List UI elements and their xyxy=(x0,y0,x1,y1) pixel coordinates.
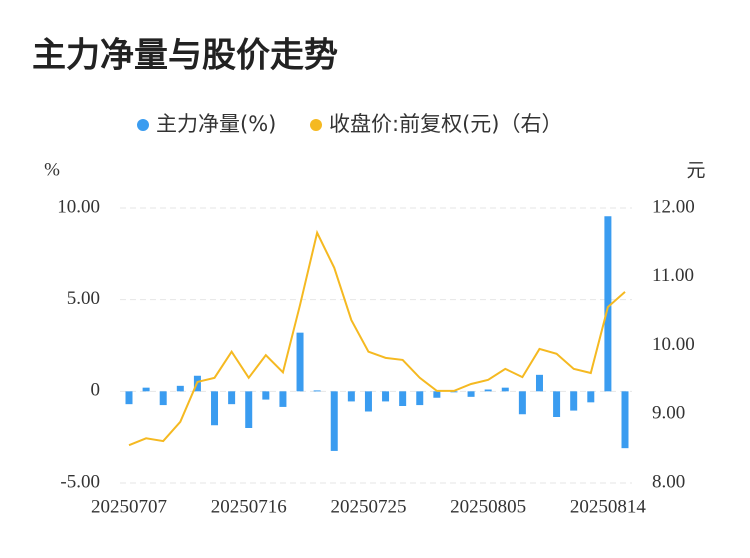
bar xyxy=(501,387,509,392)
x-tick-label: 20250725 xyxy=(330,496,406,517)
x-tick-label: 20250716 xyxy=(211,496,287,517)
x-tick-label: 20250707 xyxy=(91,496,167,517)
y-tick-label: 5.00 xyxy=(67,288,100,309)
bar xyxy=(621,391,629,449)
bar xyxy=(484,389,492,392)
price-line xyxy=(128,229,626,447)
bar xyxy=(364,391,372,412)
y2-tick-label: 11.00 xyxy=(652,265,694,286)
bar xyxy=(279,391,287,407)
legend-label: 收盘价:前复权(元)（右） xyxy=(329,112,562,136)
legend-marker xyxy=(137,119,149,131)
bar xyxy=(159,391,167,406)
bar xyxy=(416,391,424,406)
y-tick-label: 0 xyxy=(91,380,101,401)
bar xyxy=(330,391,338,451)
bar xyxy=(587,391,595,403)
y2-tick-label: 12.00 xyxy=(652,196,695,217)
x-tick-label: 20250805 xyxy=(450,496,526,517)
legend-label: 主力净量(%) xyxy=(156,112,276,136)
bar xyxy=(211,391,219,426)
bar xyxy=(604,216,612,392)
bar xyxy=(228,391,236,405)
bar xyxy=(313,390,321,392)
bar xyxy=(535,374,543,392)
legend-marker xyxy=(310,119,322,131)
y2-tick-label: 10.00 xyxy=(652,334,695,355)
bar xyxy=(245,391,253,428)
bar xyxy=(518,391,526,415)
y2-tick-label: 8.00 xyxy=(652,471,685,492)
bar xyxy=(262,391,270,400)
chart-title: 主力净量与股价走势 xyxy=(32,36,338,76)
bar xyxy=(399,391,407,406)
x-tick-label: 20250814 xyxy=(570,496,647,517)
y2-tick-label: 9.00 xyxy=(652,403,685,424)
bar xyxy=(570,391,578,411)
bar xyxy=(347,391,355,402)
bar xyxy=(176,385,184,392)
bar xyxy=(142,387,150,392)
bar xyxy=(433,391,441,398)
bar xyxy=(125,391,133,405)
y-axis-label: % xyxy=(44,159,60,180)
bar xyxy=(296,332,304,392)
bar xyxy=(553,391,561,417)
y-tick-label: 10.00 xyxy=(57,196,100,217)
y-tick-label: -5.00 xyxy=(60,471,100,492)
bar xyxy=(467,391,475,397)
bar xyxy=(382,391,390,402)
y2-axis-label: 元 xyxy=(686,160,705,182)
